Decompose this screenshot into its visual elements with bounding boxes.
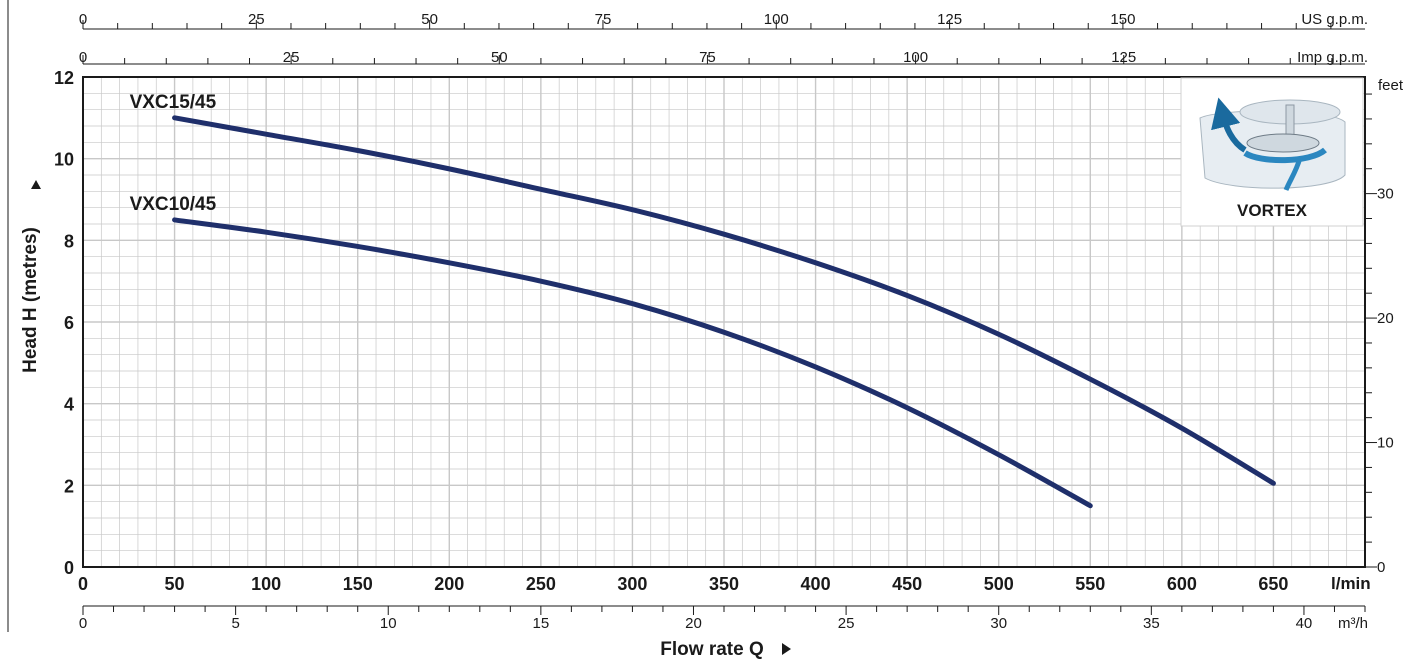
bottom-axes: 0 5 10 15 20 25 30 35 40 m³/h (79, 605, 1368, 632)
feet-tick-label: 20 (1377, 310, 1394, 327)
y-axis-arrow-icon (31, 180, 41, 189)
secondary-tick-label: 100 (764, 11, 789, 28)
secondary-tick-label: 35 (1143, 615, 1160, 632)
secondary-tick-label: 0 (79, 49, 87, 66)
y-tick-label: 0 (64, 558, 74, 578)
secondary-axis-label: Imp g.p.m. (1297, 49, 1368, 66)
x-tick-label: 350 (709, 574, 739, 594)
y-axis: 0 50 100 150 200 250 300 350 400 450 500 550 600 650 0… (54, 68, 1288, 594)
secondary-tick-label: 40 (1296, 615, 1313, 632)
y-tick-label: 4 (64, 395, 74, 415)
secondary-tick-label: 50 (491, 49, 508, 66)
x-tick-label: 0 (78, 574, 88, 594)
y-tick-label: 8 (64, 231, 74, 251)
y-tick-label: 6 (64, 313, 74, 333)
secondary-tick-label: 20 (685, 615, 702, 632)
secondary-tick-label: 25 (838, 615, 855, 632)
y-tick-label: 12 (54, 68, 74, 88)
y-axis-label: Head H (metres) (20, 227, 41, 373)
x-tick-label: 150 (343, 574, 373, 594)
x-tick-label: 250 (526, 574, 556, 594)
secondary-tick-label: 0 (79, 615, 87, 632)
secondary-axis-label: m³/h (1338, 615, 1368, 632)
secondary-tick-label: 125 (937, 11, 962, 28)
secondary-tick-label: 50 (421, 11, 438, 28)
secondary-tick-label: 25 (283, 49, 300, 66)
secondary-tick-label: 0 (79, 11, 87, 28)
x-unit-label: l/min (1331, 574, 1371, 593)
feet-tick-label: 30 (1377, 186, 1394, 203)
x-tick-label: 300 (617, 574, 647, 594)
secondary-axis-label: US g.p.m. (1301, 11, 1368, 28)
secondary-tick-label: 75 (699, 49, 716, 66)
x-tick-label: 550 (1075, 574, 1105, 594)
secondary-tick-label: 100 (903, 49, 928, 66)
x-tick-label: 50 (165, 574, 185, 594)
x-tick-label: 200 (434, 574, 464, 594)
series-label: VXC15/45 (130, 92, 217, 113)
x-axis-label: Flow rate Q (660, 639, 763, 660)
plot-frame (82, 76, 1366, 568)
y-tick-label: 2 (64, 476, 74, 496)
feet-axis: 0 10 20 30 feet (1365, 77, 1404, 576)
secondary-tick-label: 150 (1110, 11, 1135, 28)
x-tick-label: 600 (1167, 574, 1197, 594)
feet-tick-label: 0 (1377, 559, 1385, 576)
series-line-vxc15-45 (172, 115, 1276, 486)
series-group: VXC15/45 VXC10/45 (130, 92, 1276, 509)
secondary-tick-label: 10 (380, 615, 397, 632)
feet-tick-label: 10 (1377, 435, 1394, 452)
secondary-tick-label: 15 (533, 615, 550, 632)
secondary-tick-label: 75 (595, 11, 612, 28)
y-tick-label: 10 (54, 150, 74, 170)
vortex-impeller-icon (1199, 97, 1346, 191)
x-tick-label: 100 (251, 574, 281, 594)
x-tick-label: 650 (1258, 574, 1288, 594)
top-axes: 0 25 50 75 100 125 150 US g.p.m. 0 25 50 75 100 125 Im… (79, 11, 1368, 66)
vortex-inset: VORTEX (1180, 77, 1364, 227)
x-axis-arrow-icon (782, 643, 791, 655)
secondary-tick-label: 25 (248, 11, 265, 28)
series-line-vxc10-45 (172, 217, 1093, 509)
secondary-tick-label: 125 (1111, 49, 1136, 66)
x-tick-label: 500 (984, 574, 1014, 594)
inset-label: VORTEX (1237, 201, 1308, 220)
major-grid (83, 77, 1365, 567)
x-tick-label: 400 (801, 574, 831, 594)
secondary-tick-label: 5 (231, 615, 239, 632)
feet-axis-label: feet (1378, 77, 1404, 94)
x-tick-label: 450 (892, 574, 922, 594)
series-label: VXC10/45 (130, 194, 217, 215)
secondary-tick-label: 30 (990, 615, 1007, 632)
